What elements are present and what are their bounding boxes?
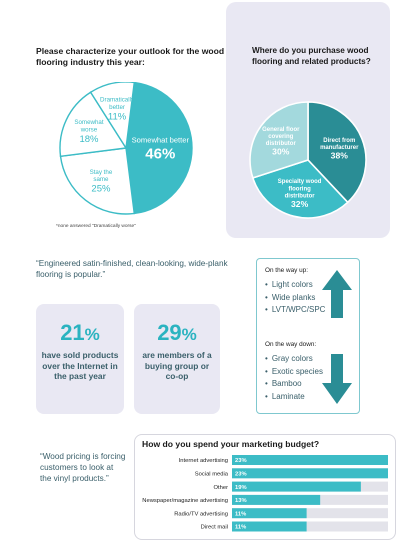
trend-up-heading: On the way up: <box>265 267 308 274</box>
pie1-slice-dramatically-better <box>89 82 136 151</box>
trend-up-item: Wide planks <box>265 292 325 305</box>
pie1-footnote: *none answered "Dramatically worse" <box>56 224 136 229</box>
bar-chart-title: How do you spend your marketing budget? <box>142 439 320 449</box>
trend-down-item: Bamboo <box>265 378 323 391</box>
quote-pricing: “Wood pricing is forcing customers to lo… <box>40 452 126 483</box>
trend-down-item: Laminate <box>265 391 323 404</box>
pie1-slice-somewhat-worse <box>59 91 128 158</box>
pie2-slice-general-floor-covering-distributor <box>249 101 309 179</box>
bar-category-label: Newspaper/magazine advertising <box>142 498 228 504</box>
bar-value-label: 19% <box>235 485 247 491</box>
trend-down-item: Gray colors <box>265 353 323 366</box>
trend-up-list: Light colorsWide planksLVT/WPC/SPC <box>265 279 326 317</box>
pie1-label-somewhat-better: Somewhat better <box>132 136 190 145</box>
bar-direct-mail <box>232 521 307 532</box>
bar-category-label: Social media <box>195 472 229 478</box>
bar-category-label: Direct mail <box>201 525 228 531</box>
bar-value-label: 13% <box>235 498 247 504</box>
stat-text: have sold products over the Internet in … <box>41 350 119 381</box>
stat-text: are members of a buying group or co-op <box>142 350 212 381</box>
pie1-label-dramatically-better: Dramatically better <box>100 97 135 111</box>
pie2-label-direct-from-manufacturer: Direct from manufacturer <box>320 138 359 151</box>
pie1-value-somewhat-worse: 18% <box>79 134 99 145</box>
pie2-value-general-floor-covering-distributor: 30% <box>272 147 290 157</box>
pie1-label-stay-the-same: Stay the same <box>90 169 113 183</box>
bar-internet-advertising <box>232 455 388 465</box>
stat-number: 21% <box>60 320 100 345</box>
pie2-value-direct-from-manufacturer: 38% <box>331 150 349 160</box>
trend-down-heading: On the way down: <box>265 341 317 348</box>
pie2-slice-direct-from-manufacturer <box>307 101 367 204</box>
bar-value-label: 11% <box>235 525 246 531</box>
stat-buying-group: 29% are members of a buying group or co-… <box>134 304 220 414</box>
pie1-value-somewhat-better: 46% <box>145 146 175 163</box>
bar-track-radio-tv-advertising <box>232 508 388 519</box>
trend-down-list: Gray colorsExotic speciesBambooLaminate <box>265 353 323 403</box>
pie1-value-stay-the-same: 25% <box>91 184 111 195</box>
bar-value-label: 23% <box>235 458 247 464</box>
pie1-slice-stay-the-same <box>59 147 136 215</box>
bar-other <box>232 481 361 492</box>
bar-value-label: 11% <box>235 511 246 517</box>
bar-track-direct-mail <box>232 521 388 532</box>
bar-value-label: 23% <box>235 472 247 478</box>
bar-newspaper-magazine-advertising <box>232 494 321 505</box>
stat-number: 29% <box>157 320 197 345</box>
arrow-down-icon <box>322 354 352 404</box>
pie2-slice-specialty-wood-flooring-distributor <box>251 159 349 219</box>
trend-down-item: Exotic species <box>265 366 323 379</box>
marketing-bar-chart: Internet advertising 23% Social media 23% Ot… <box>142 455 388 532</box>
pie2-value-specialty-wood-flooring-distributor: 32% <box>291 199 309 209</box>
pie1-slice-somewhat-better <box>125 82 193 215</box>
pie2-title: Where do you purchase wood flooring and … <box>252 46 371 66</box>
pie1-title: Please characterize your outlook for the… <box>36 46 225 67</box>
bar-category-label: Radio/TV advertising <box>174 511 228 517</box>
trend-up-item: LVT/WPC/SPC <box>265 304 326 317</box>
bar-category-label: Other <box>214 485 229 491</box>
pie2-label-specialty-wood-flooring-distributor: Specialty wood flooring distributor <box>278 179 322 199</box>
bar-social-media <box>232 468 388 479</box>
quote-flooring: “Engineered satin-finished, clean-lookin… <box>36 259 228 279</box>
pie1-label-somewhat-worse: Somewhat worse <box>74 119 104 133</box>
stat-sold-online: 21% have sold products over the Internet… <box>36 304 124 414</box>
trend-up-item: Light colors <box>265 279 325 292</box>
arrow-up-icon <box>322 270 352 318</box>
pie2-label-general-floor-covering-distributor: General floor covering distributor <box>262 127 300 147</box>
pie1-value-dramatically-better: 11% <box>108 111 127 122</box>
bar-category-label: Internet advertising <box>179 458 228 464</box>
bar-radio-tv-advertising <box>232 508 307 519</box>
